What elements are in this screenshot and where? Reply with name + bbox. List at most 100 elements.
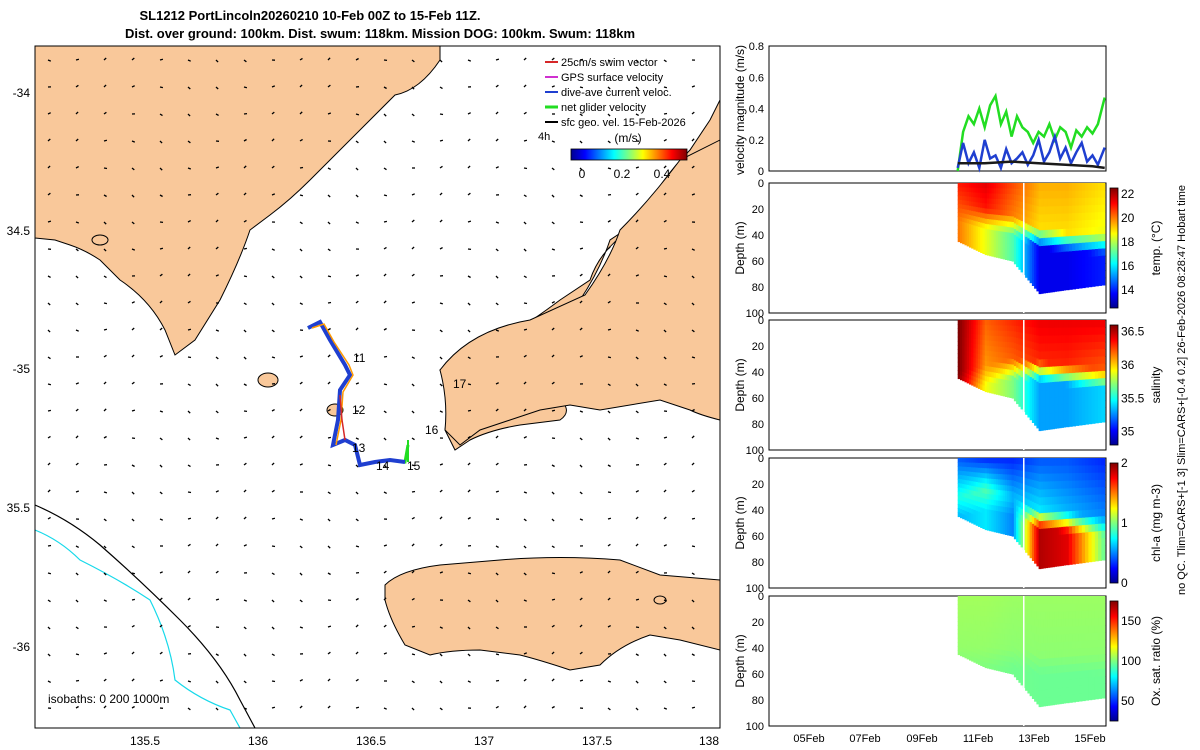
section-cell [995, 341, 999, 348]
section-cell [1027, 623, 1031, 632]
sfc-velocity-arrow [579, 194, 583, 198]
section-cell [1031, 639, 1035, 648]
section-cell [957, 646, 961, 651]
section-cell [1040, 651, 1044, 660]
section-cell [962, 648, 965, 653]
section-cell [1007, 601, 1010, 608]
section-cell [1101, 414, 1106, 423]
section-cell [1038, 603, 1042, 613]
section-cell [1018, 614, 1022, 622]
section-cell [1065, 672, 1070, 681]
section-cell [1068, 679, 1073, 688]
section-cell [1088, 692, 1093, 701]
section-cell [1054, 688, 1058, 698]
sfc-velocity-arrow [495, 111, 499, 115]
section-cell [1081, 183, 1086, 192]
section-cell [1040, 335, 1044, 345]
section-cell [991, 250, 995, 257]
sfc-velocity-arrow [411, 301, 416, 304]
section-cell [989, 515, 992, 521]
section-cell [1007, 458, 1010, 465]
section-cell [1049, 458, 1053, 467]
section-cell [1049, 413, 1053, 422]
section-cell [1063, 404, 1067, 413]
sfc-velocity-arrow [411, 680, 415, 684]
section-cell [1068, 342, 1073, 351]
section-cell [1075, 656, 1080, 665]
section-cell [991, 330, 995, 337]
section-cell [995, 198, 999, 205]
section-cell [1054, 488, 1058, 498]
section-cell [1031, 509, 1035, 518]
section-cell [975, 658, 979, 664]
section-cell [1043, 481, 1046, 490]
section-cell [986, 642, 990, 648]
section-cell [966, 218, 970, 224]
section-cell [1031, 479, 1035, 488]
sfc-velocity-arrow [523, 381, 527, 385]
section-cell [966, 351, 970, 357]
section-cell [1098, 363, 1102, 372]
section-cell [1047, 642, 1051, 652]
section-cell [1101, 472, 1106, 481]
section-cell [982, 380, 986, 386]
section-cell [1088, 264, 1093, 273]
section-cell [1078, 387, 1083, 396]
sfc-velocity-arrow [271, 356, 276, 359]
section-cell [1072, 641, 1076, 650]
section-cell [1081, 327, 1086, 336]
section-cell [989, 509, 992, 516]
section-cell [1031, 212, 1035, 221]
sfc-velocity-arrow [579, 247, 584, 250]
section-cell [1027, 266, 1031, 274]
section-cell [1094, 494, 1099, 503]
section-cell [962, 643, 965, 649]
section-cell [1000, 660, 1004, 667]
section-cell [1016, 361, 1019, 369]
section-cell [1009, 485, 1013, 492]
sfc-velocity-arrow [159, 194, 163, 198]
depth-tick: 60 [752, 669, 764, 681]
sfc-velocity-arrow [187, 113, 191, 117]
sfc-velocity-arrow [159, 571, 163, 574]
section-cell [1054, 275, 1058, 285]
section-cell [1018, 482, 1022, 490]
sfc-velocity-arrow [551, 221, 555, 225]
section-cell [991, 648, 995, 654]
section-cell [1056, 190, 1060, 199]
section-cell [1056, 481, 1060, 490]
section-cell [989, 637, 992, 644]
section-cell [1088, 205, 1093, 214]
section-cell [1098, 516, 1102, 525]
section-cell [1063, 649, 1067, 658]
section-cell [1020, 534, 1024, 541]
section-cell [1052, 627, 1055, 636]
section-cell [1040, 489, 1044, 498]
section-cell [986, 524, 990, 531]
section-cell [969, 476, 972, 482]
section-cell [1058, 611, 1062, 620]
section-cell [966, 649, 970, 655]
section-cell [957, 478, 961, 484]
section-cell [1088, 249, 1093, 258]
track-label-17: 17 [453, 377, 467, 391]
sfc-velocity-arrow [439, 707, 443, 711]
section-cell [1091, 632, 1096, 641]
sfc-velocity-arrow [355, 491, 359, 495]
section-cell [982, 183, 986, 189]
section-cell [986, 366, 990, 372]
section-cell [1101, 545, 1106, 554]
section-cell [1068, 365, 1073, 374]
section-cell [1034, 603, 1037, 612]
sfc-velocity-arrow [215, 490, 219, 493]
section-cell [1000, 193, 1004, 200]
section-cell [966, 654, 970, 660]
section-cell [1002, 363, 1006, 370]
section-cell [1052, 237, 1055, 246]
section-cell [1016, 206, 1019, 214]
section-cell [984, 193, 988, 199]
section-cell [1101, 487, 1106, 495]
section-cell [1027, 231, 1031, 239]
sfc-velocity-arrow [299, 463, 303, 466]
